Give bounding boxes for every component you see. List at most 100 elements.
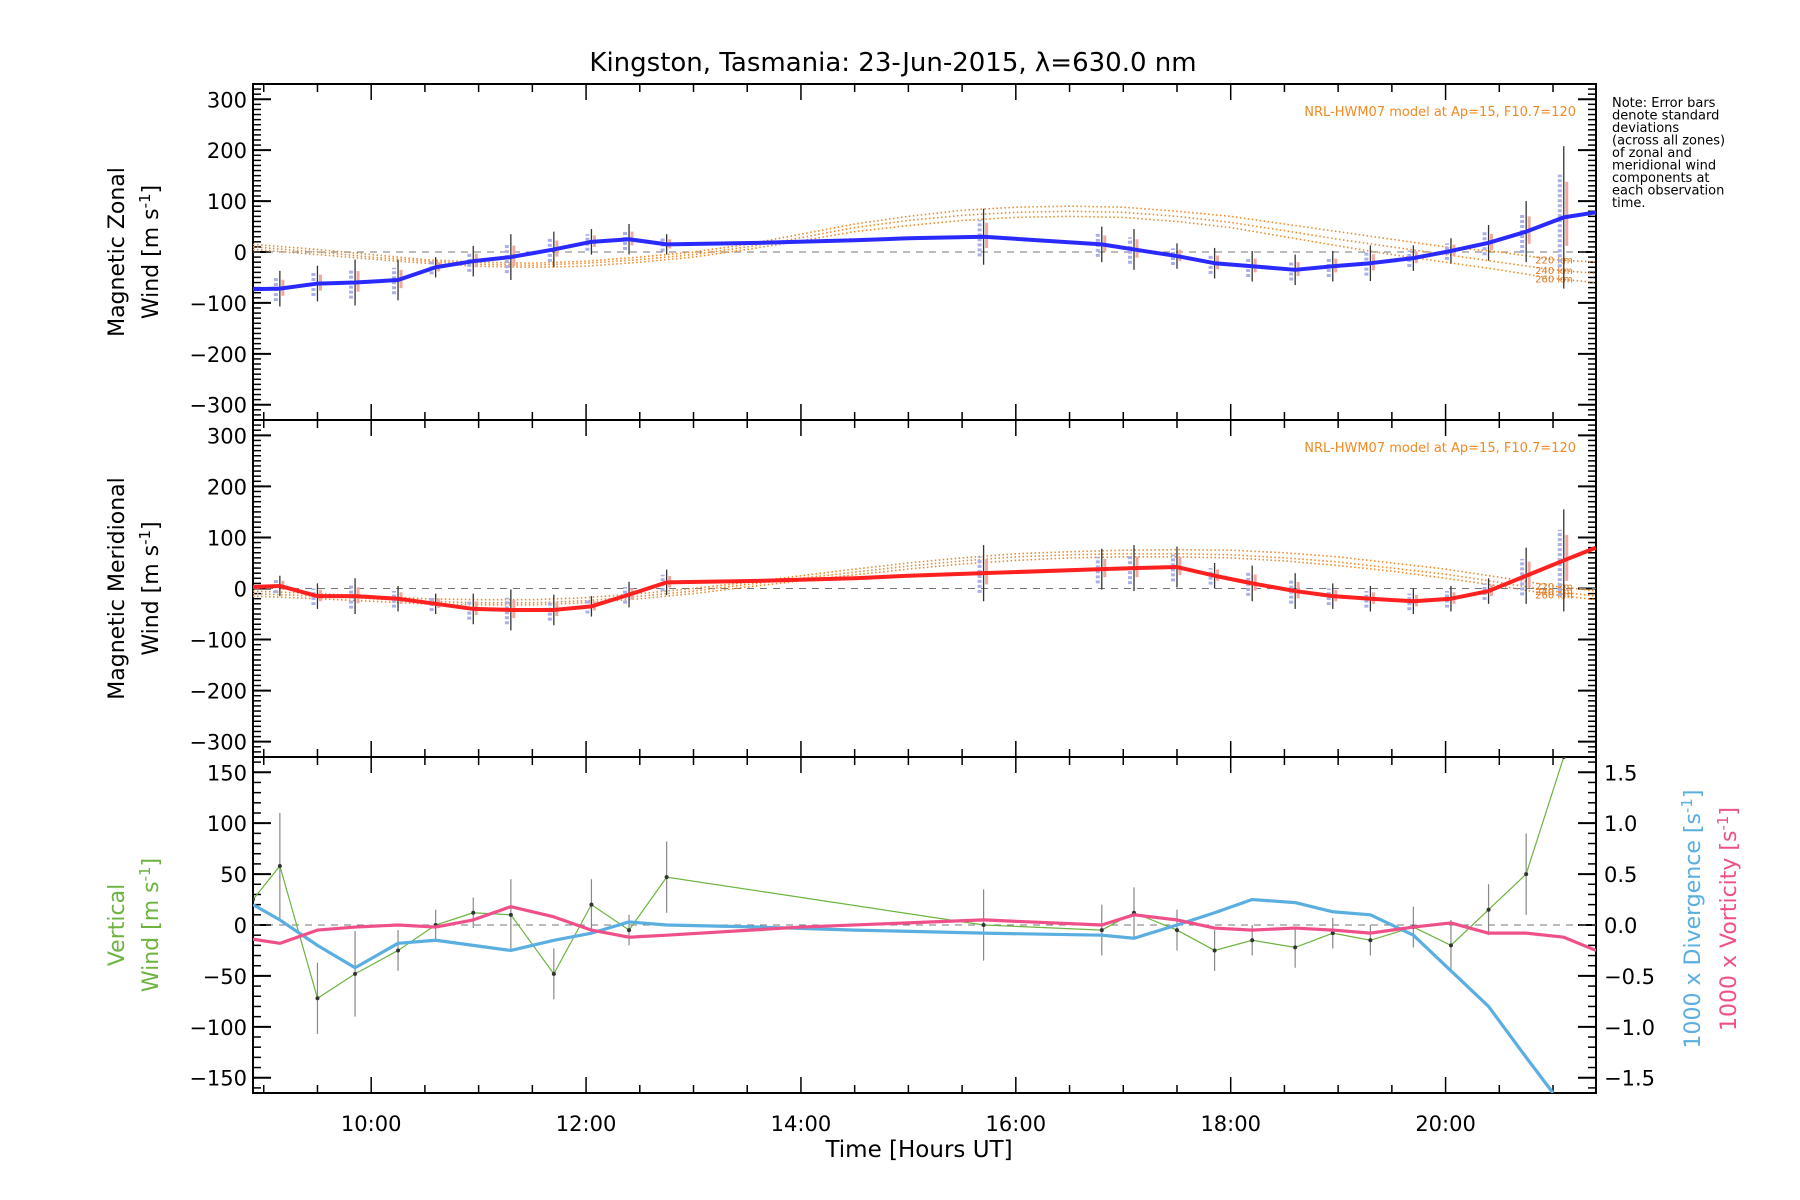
vertical-wind-point <box>1099 928 1104 933</box>
model-altitude-label: 260 km <box>1535 274 1573 285</box>
divergence-line <box>253 897 1555 1093</box>
y-tick-label: −100 <box>189 629 247 653</box>
y-right-tick-label: −1.0 <box>1604 1016 1655 1040</box>
vertical-wind-point <box>1524 872 1529 877</box>
y-tick-label: 100 <box>207 812 247 836</box>
y-tick-label: 200 <box>207 139 247 163</box>
note-line: time. <box>1612 196 1646 211</box>
vertical-wind-point <box>1293 945 1298 950</box>
vertical-wind-line <box>253 757 1565 1000</box>
y-tick-label: −300 <box>189 731 247 755</box>
model-curve <box>252 552 1597 604</box>
vertical-wind-point <box>664 875 669 880</box>
model-altitude-label: 240 km <box>1535 587 1573 598</box>
vertical-wind-point <box>353 971 358 976</box>
model-curve <box>252 210 1597 275</box>
vertical-wind-point <box>1368 938 1373 943</box>
x-tick-label: 16:00 <box>986 1112 1047 1136</box>
y-tick-label: 50 <box>220 863 247 887</box>
model-curve <box>252 205 1597 265</box>
x-tick-labels: 10:00 12:00 14:00 16:00 18:00 20:00 <box>341 1112 1476 1136</box>
y-tick-label: −200 <box>189 680 247 704</box>
vorticity-axis-title: 1000 x Vorticity [s-1] <box>1714 807 1742 1031</box>
model-curve <box>252 556 1597 606</box>
vertical-wind-point <box>508 912 513 917</box>
model-altitude-label: 260 km <box>1535 591 1573 602</box>
y-tick-label: 100 <box>207 526 247 550</box>
vertical-wind-point <box>627 928 632 933</box>
vertical-wind-point <box>396 948 401 953</box>
model-altitude-label: 220 km <box>1535 256 1573 267</box>
note-line: meridional wind <box>1612 159 1716 174</box>
vertical-plot-area <box>253 757 1596 1093</box>
vertical-wind-point <box>277 863 282 868</box>
model-curve <box>252 548 1597 601</box>
y-axis-title: Wind [m s-1] <box>136 185 164 319</box>
note-line: denote standard <box>1612 109 1719 124</box>
x-tick-label: 18:00 <box>1200 1112 1261 1136</box>
y-tick-label: −100 <box>189 1016 247 1040</box>
y-tick-label: 0 <box>234 241 247 265</box>
note-line: of zonal and <box>1612 146 1692 161</box>
y-right-tick-label: 0.0 <box>1604 914 1637 938</box>
vertical-wind-point <box>1250 938 1255 943</box>
note-line: each observation <box>1612 184 1724 199</box>
x-axis-title: Time [Hours UT] <box>824 1137 1012 1163</box>
vertical-panel: 150 100 50 0 −50 −100 −150 1.5 1.0 0.5 0.0 −0.5 −1.0… <box>105 756 1742 1094</box>
wind-series-line <box>252 210 1597 292</box>
vertical-axis-title: Wind [m s-1] <box>136 858 164 992</box>
model-label: NRL-HWM07 model at Ap=15, F10.7=120 <box>1304 441 1576 456</box>
model-curve <box>252 215 1597 284</box>
x-tick-label: 14:00 <box>771 1112 832 1136</box>
y-right-tick-label: −1.5 <box>1604 1067 1655 1091</box>
note-line: components at <box>1612 171 1710 186</box>
vertical-wind-point <box>1330 931 1335 936</box>
vorticity-line <box>253 905 1596 952</box>
y-tick-label: 0 <box>234 578 247 602</box>
y-axis-title: Magnetic Meridional <box>105 477 130 699</box>
y-tick-label: 300 <box>207 88 247 112</box>
vertical-wind-point <box>981 923 986 927</box>
vertical-wind-point <box>1174 928 1179 933</box>
x-tick-label: 12:00 <box>556 1112 617 1136</box>
vertical-wind-point <box>1486 907 1491 912</box>
vertical-wind-point <box>1212 948 1217 953</box>
vertical-wind-point <box>253 897 255 902</box>
y-tick-label: −100 <box>189 292 247 316</box>
y-right-tick-label: −0.5 <box>1604 965 1655 989</box>
note-line: deviations <box>1612 121 1679 136</box>
vertical-wind-point <box>551 971 556 976</box>
x-tick-label: 10:00 <box>341 1112 402 1136</box>
vertical-wind-point <box>315 996 320 1001</box>
y-tick-label: −300 <box>189 394 247 418</box>
y-tick-label: 300 <box>207 424 247 448</box>
y-tick-label: −150 <box>189 1067 247 1091</box>
y-right-tick-label: 1.0 <box>1604 812 1637 836</box>
note-line: (across all zones) <box>1612 134 1725 149</box>
wind-series-line <box>252 545 1597 612</box>
y-tick-label: 200 <box>207 475 247 499</box>
y-tick-label: 0 <box>234 914 247 938</box>
model-altitude-label: 220 km <box>1535 582 1573 593</box>
vertical-axis-title: Vertical <box>105 884 130 966</box>
y-tick-label: 100 <box>207 190 247 214</box>
y-axis-title: Wind [m s-1] <box>136 521 164 655</box>
vertical-wind-point <box>471 910 476 915</box>
model-label: NRL-HWM07 model at Ap=15, F10.7=120 <box>1304 105 1576 120</box>
x-tick-label: 20:00 <box>1415 1112 1476 1136</box>
vertical-wind-point <box>1448 943 1453 948</box>
divergence-axis-title: 1000 x Divergence [s-1] <box>1678 790 1706 1049</box>
note-line: Note: Error bars <box>1612 96 1716 111</box>
vertical-wind-point <box>1561 757 1566 759</box>
y-tick-label: −50 <box>203 965 247 989</box>
y-tick-label: −200 <box>189 343 247 367</box>
model-altitude-label: 240 km <box>1535 266 1573 277</box>
y-tick-label: 150 <box>207 761 247 785</box>
y-right-tick-label: 0.5 <box>1604 863 1637 887</box>
chart-title: Kingston, Tasmania: 23-Jun-2015, λ=630.0… <box>589 48 1196 78</box>
vertical-wind-point <box>589 902 594 907</box>
